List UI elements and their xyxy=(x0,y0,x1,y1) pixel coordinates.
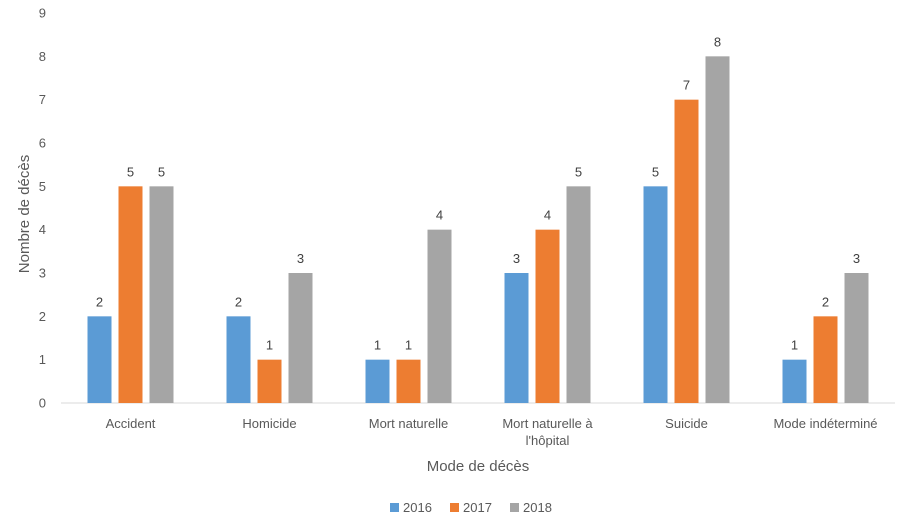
bar-2016-5 xyxy=(782,359,807,403)
y-tick-label: 2 xyxy=(39,309,46,324)
legend-label: 2018 xyxy=(523,500,552,515)
y-tick-label: 1 xyxy=(39,352,46,367)
data-label-2017-3: 4 xyxy=(544,208,551,223)
data-label-2018-4: 8 xyxy=(714,34,721,49)
data-label-2016-0: 2 xyxy=(96,294,103,309)
bar-2017-5 xyxy=(813,316,838,403)
y-tick-label: 7 xyxy=(39,92,46,107)
y-axis-ticks: 0 1 2 3 4 5 6 7 8 9 xyxy=(39,6,46,411)
legend-swatch-2017 xyxy=(450,503,459,512)
bar-2017-0 xyxy=(118,186,143,403)
bar-2016-2 xyxy=(365,359,390,403)
bar-2016-3 xyxy=(504,273,529,403)
bar-2018-5 xyxy=(844,273,869,403)
y-tick-label: 0 xyxy=(39,396,46,411)
bar-2017-2 xyxy=(396,359,421,403)
y-tick-label: 9 xyxy=(39,6,46,21)
bar-2016-4 xyxy=(643,186,668,403)
data-label-2017-1: 1 xyxy=(266,338,273,353)
legend: 2016 2017 2018 xyxy=(390,500,552,515)
data-label-2017-0: 5 xyxy=(127,164,134,179)
x-tick-label: Mode indéterminé xyxy=(773,416,877,431)
bar-2018-1 xyxy=(288,273,313,403)
bar-2018-0 xyxy=(149,186,174,403)
bar-2018-4 xyxy=(705,56,730,403)
x-tick-label: Accident xyxy=(106,416,156,431)
x-axis-title: Mode de décès xyxy=(427,458,530,475)
legend-label: 2017 xyxy=(463,500,492,515)
x-tick-label: Mort naturelle à xyxy=(502,416,593,431)
bar-2018-2 xyxy=(427,229,452,403)
x-tick-label: Mort naturelle xyxy=(369,416,448,431)
y-tick-label: 4 xyxy=(39,222,46,237)
data-label-2017-2: 1 xyxy=(405,338,412,353)
bar-2017-1 xyxy=(257,359,282,403)
data-label-2018-1: 3 xyxy=(297,251,304,266)
data-label-2016-4: 5 xyxy=(652,164,659,179)
data-label-2016-2: 1 xyxy=(374,338,381,353)
data-label-2018-2: 4 xyxy=(436,208,443,223)
bar-2017-3 xyxy=(535,229,560,403)
y-tick-label: 6 xyxy=(39,136,46,151)
y-axis-title: Nombre de décès xyxy=(16,155,33,273)
y-tick-label: 8 xyxy=(39,49,46,64)
legend-swatch-2016 xyxy=(390,503,399,512)
data-label-2016-3: 3 xyxy=(513,251,520,266)
data-labels: 2 2 1 3 5 1 5 1 1 4 7 2 5 3 4 5 8 3 xyxy=(96,34,860,352)
x-tick-label: Suicide xyxy=(665,416,708,431)
bar-2016-0 xyxy=(87,316,112,403)
data-label-2018-0: 5 xyxy=(158,164,165,179)
data-label-2018-5: 3 xyxy=(853,251,860,266)
x-tick-label: Homicide xyxy=(242,416,296,431)
data-label-2017-4: 7 xyxy=(683,78,690,93)
bars xyxy=(87,56,869,404)
legend-label: 2016 xyxy=(403,500,432,515)
x-tick-label: l'hôpital xyxy=(526,433,570,448)
data-label-2017-5: 2 xyxy=(822,294,829,309)
bar-2016-1 xyxy=(226,316,251,403)
legend-swatch-2018 xyxy=(510,503,519,512)
data-label-2018-3: 5 xyxy=(575,164,582,179)
data-label-2016-1: 2 xyxy=(235,294,242,309)
y-tick-label: 5 xyxy=(39,179,46,194)
bar-2017-4 xyxy=(674,99,699,404)
data-label-2016-5: 1 xyxy=(791,338,798,353)
y-tick-label: 3 xyxy=(39,266,46,281)
bar-2018-3 xyxy=(566,186,591,403)
x-axis-category-labels: Accident Homicide Mort naturelle Mort natur… xyxy=(106,416,878,448)
